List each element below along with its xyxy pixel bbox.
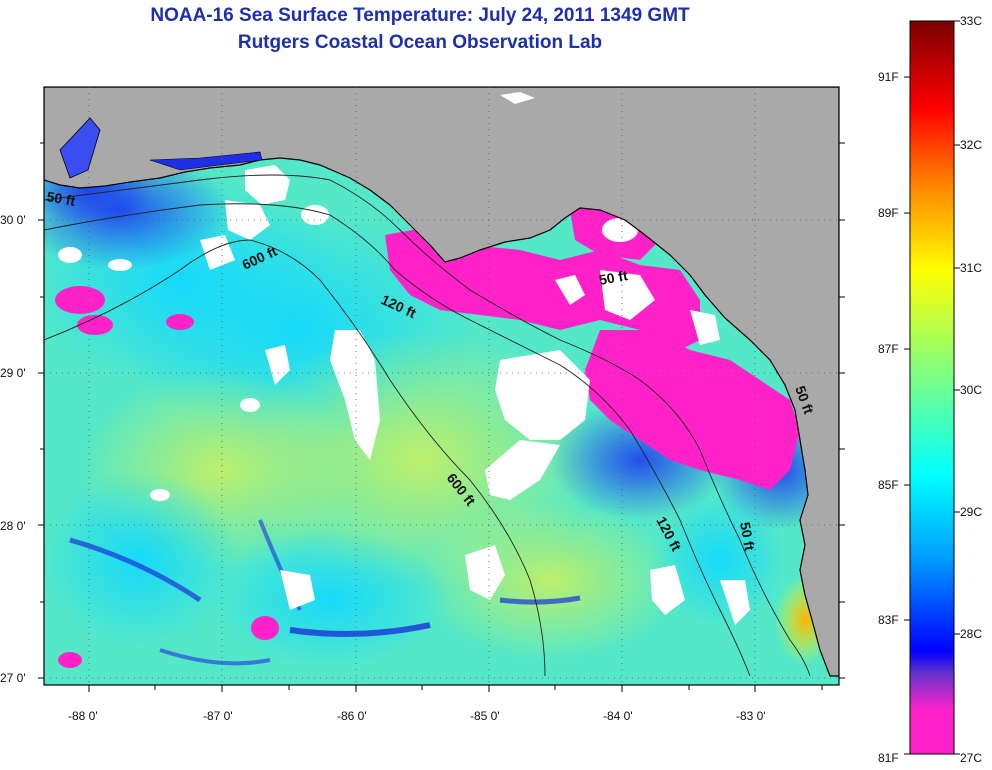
lat-tick-label: 27 0' — [0, 671, 26, 685]
lon-tick-label: -86 0' — [337, 709, 367, 723]
colorbar-gradient — [909, 20, 955, 755]
lon-tick-label: -88 0' — [68, 709, 98, 723]
colorbar-celsius-label: 33C — [960, 14, 982, 28]
map-subtitle: Rutgers Coastal Ocean Observation Lab — [237, 32, 603, 53]
colorbar-celsius-label: 27C — [960, 751, 982, 765]
depth-contours — [44, 174, 811, 677]
contour-label: 50 ft — [598, 267, 629, 288]
map-frame — [43, 86, 840, 686]
colorbar-fahrenheit-label: 91F — [878, 70, 899, 84]
contour-label: 50 ft — [737, 521, 758, 552]
lon-tick-label: -83 0' — [736, 709, 766, 723]
colorbar-fahrenheit-label: 89F — [878, 206, 899, 220]
colorbar-fahrenheit-label: 83F — [878, 613, 899, 627]
colorbar-celsius-label: 28C — [960, 627, 982, 641]
colorbar-fahrenheit-label: 85F — [878, 478, 899, 492]
map-title: NOAA-16 Sea Surface Temperature: July 24… — [150, 5, 690, 26]
axis-ticks — [38, 142, 845, 692]
colorbar-fahrenheit-label: 81F — [878, 751, 899, 765]
graticule — [44, 87, 839, 685]
lon-tick-label: -87 0' — [203, 709, 233, 723]
colorbar-celsius-label: 31C — [960, 261, 982, 275]
contour-label: 50 ft — [45, 188, 76, 209]
colorbar-fahrenheit-label: 87F — [878, 342, 899, 356]
lon-tick-label: -84 0' — [603, 709, 633, 723]
lat-tick-label: 28 0' — [0, 519, 26, 533]
colorbar-celsius-label: 32C — [960, 138, 982, 152]
lat-tick-label: 29 0' — [0, 366, 26, 380]
cloud-patches — [58, 165, 750, 625]
lat-tick-label: 30 0' — [0, 213, 26, 227]
land-area — [44, 87, 839, 677]
lon-tick-label: -85 0' — [470, 709, 500, 723]
colorbar-celsius-label: 30C — [960, 383, 982, 397]
colorbar-celsius-label: 29C — [960, 505, 982, 519]
